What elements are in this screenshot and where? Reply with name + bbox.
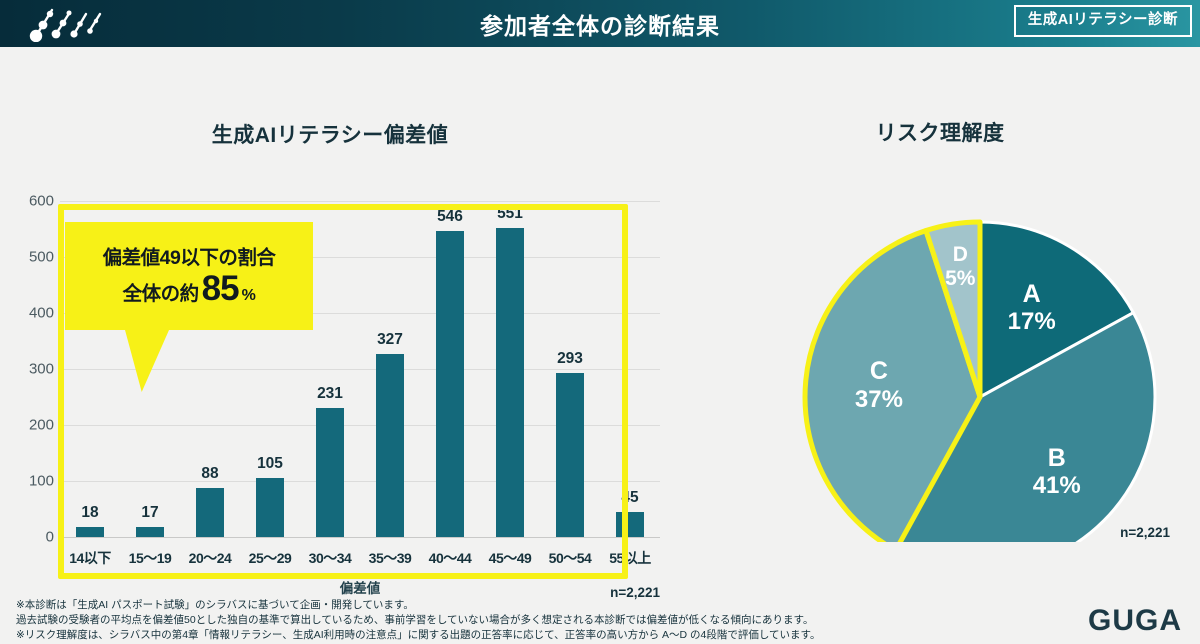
- bar-column[interactable]: [376, 353, 404, 537]
- bar-column[interactable]: [196, 487, 224, 537]
- pie-highlight-outline-c: [802, 228, 983, 553]
- bar-column[interactable]: [616, 511, 644, 537]
- bar-y-tick-label: 400: [28, 304, 54, 322]
- bar-y-tick-label: 600: [28, 192, 54, 210]
- footer-note-2: 過去試験の受験者の平均点を偏差値50とした独自の基準で算出しているため、事前学習…: [16, 614, 814, 627]
- bar-baseline: [60, 537, 660, 538]
- bar-category-label: 40〜44: [428, 550, 472, 566]
- bar-callout-prefix: 全体の約: [122, 283, 200, 305]
- bar-category-label: 50〜54: [548, 550, 592, 566]
- pie-chart-svg: [802, 219, 1157, 574]
- page-header: 参加者全体の診断結果 生成AIリテラシー診断: [0, 0, 1200, 47]
- bar-gridline: [60, 257, 660, 258]
- bar-value-label: 546: [437, 208, 463, 226]
- footer-note-1: ※本診断は「生成AI パスポート試験」のシラバスに基づいて企画・開発しています。: [16, 599, 414, 611]
- bar-y-tick-label: 500: [28, 248, 54, 266]
- bar-category-label: 45〜49: [488, 550, 532, 566]
- pie-slice-a[interactable]: [978, 220, 1136, 400]
- bar-x-axis-title: 偏差値: [339, 581, 381, 596]
- pie-chart-title: リスク理解度: [875, 122, 1005, 145]
- bar-column[interactable]: [256, 478, 284, 537]
- bar-value-label: 105: [257, 455, 283, 473]
- bar-column[interactable]: [136, 527, 164, 537]
- bar-column[interactable]: [436, 231, 464, 537]
- bar-value-label: 293: [557, 349, 583, 367]
- bar-category-label: 35〜39: [368, 550, 412, 566]
- bar-y-tick-label: 300: [28, 360, 54, 378]
- bar-y-tick-label: 0: [45, 528, 54, 546]
- bar-value-label: 551: [497, 205, 523, 223]
- pie-chart-plot-area: A 17% B 41% C 37% D 5%: [690, 142, 1190, 574]
- bar-callout-unit: %: [241, 287, 256, 304]
- bar-gridline: [60, 313, 660, 314]
- bar-column[interactable]: [496, 228, 524, 537]
- footer-notes: ※本診断は「生成AI パスポート試験」のシラバスに基づいて企画・開発しています。…: [16, 598, 1016, 644]
- bar-category-label: 15〜19: [128, 550, 172, 566]
- bar-value-label: 18: [81, 503, 99, 521]
- bar-chart-panel: 生成AIリテラシー偏差値 0 100 200 300 400 500 600 18 14以下 17…: [0, 47, 680, 600]
- bar-callout-line1: 偏差値49以下の割合: [102, 246, 276, 269]
- bar-y-tick-label: 100: [28, 472, 54, 490]
- bar-value-label: 88: [201, 464, 219, 482]
- bar-y-tick-label: 200: [28, 416, 54, 434]
- bar-category-label: 30〜34: [308, 550, 352, 566]
- guga-wordmark: GUGA: [1088, 604, 1182, 637]
- bar-category-label: 14以下: [69, 550, 111, 566]
- footer-note-3: ※リスク理解度は、シラバス中の第4章「情報リテラシー、生成AI利用時の注意点」に…: [16, 629, 821, 642]
- bar-chart-title: 生成AIリテラシー偏差値: [211, 124, 449, 147]
- bar-column[interactable]: [556, 372, 584, 537]
- bar-callout-bubble: 偏差値49以下の割合 全体の約 85 %: [65, 222, 313, 330]
- bar-value-label: 327: [377, 330, 403, 348]
- bar-value-label: 17: [141, 504, 159, 522]
- bar-sample-size: n=2,221: [610, 585, 660, 600]
- bar-gridline: [60, 481, 660, 482]
- bar-callout-value: 85: [201, 269, 240, 308]
- bar-gridline: [60, 369, 660, 370]
- bar-value-label: 231: [317, 384, 343, 402]
- pie-highlight-outline-d: [923, 219, 983, 400]
- bar-gridline: [60, 425, 660, 426]
- bar-value-label: 45: [621, 488, 639, 506]
- guga-dots-logo-icon: [29, 8, 102, 42]
- bar-chart-plot-area: 0 100 200 300 400 500 600 18 14以下 17 15〜19 88 20〜24 1…: [29, 193, 660, 566]
- bar-gridline: [60, 201, 660, 202]
- diagnosis-badge: 生成AIリテラシー診断: [1013, 5, 1192, 37]
- bar-category-label: 20〜24: [188, 550, 232, 566]
- bar-column[interactable]: [316, 407, 344, 537]
- pie-chart-panel: リスク理解度 A17%B41%C37%D5% C,Dの評価の割合が 全体の 42…: [680, 47, 1200, 592]
- page-title: 参加者全体の診断結果: [480, 12, 720, 39]
- bar-category-label: 25〜29: [248, 550, 292, 566]
- pie-sample-size: n=2,221: [1120, 525, 1170, 540]
- bar-category-label: 55以上: [609, 550, 651, 566]
- bar-column[interactable]: [76, 526, 104, 537]
- bar-callout-line2: 全体の約 85 %: [123, 271, 256, 307]
